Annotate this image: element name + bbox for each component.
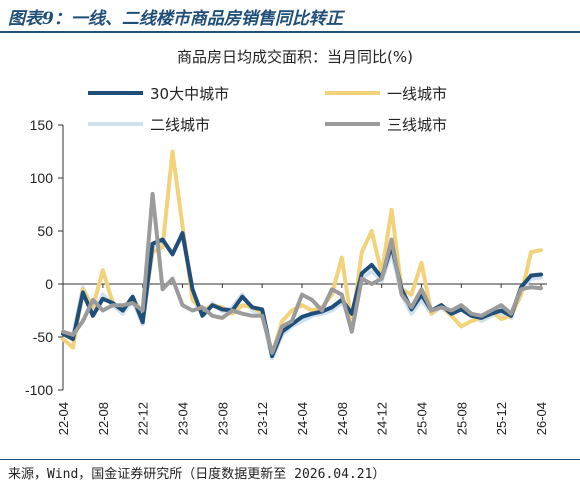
- chart-title: 商品房日均成交面积：当月同比(%): [177, 48, 413, 66]
- legend-label: 三线城市: [387, 116, 447, 134]
- x-tick-label: 22-12: [136, 402, 151, 435]
- x-tick-label: 23-04: [176, 402, 191, 435]
- legend: 30大中城市 一线城市 二线城市 三线城市: [88, 85, 447, 134]
- legend-item-tier3: 三线城市: [325, 116, 447, 134]
- x-tick-label: 24-04: [295, 402, 310, 435]
- series-line-tier3: [61, 191, 543, 355]
- x-tick-label: 24-08: [335, 402, 350, 435]
- legend-item-30cities: 30大中城市: [88, 85, 229, 103]
- x-tick-label: 25-08: [454, 402, 469, 435]
- x-tick-label: 25-12: [494, 402, 509, 435]
- series-line-30cities: [61, 231, 543, 359]
- y-tick-label: 50: [37, 223, 53, 239]
- series-line-tier1: [61, 149, 543, 359]
- x-tick-label: 23-08: [215, 402, 230, 435]
- y-tick-label: 150: [30, 117, 54, 133]
- x-tick-label: 25-04: [415, 402, 430, 435]
- y-tick-label: -100: [25, 382, 53, 398]
- plot-area: [61, 149, 543, 361]
- legend-label: 30大中城市: [150, 85, 229, 103]
- y-tick-label: 100: [30, 170, 54, 186]
- title-rule: [0, 31, 580, 33]
- bottom-rule: [0, 459, 580, 460]
- figure-title: 图表9：一线、二线楼市商品房销售同比转正: [8, 9, 343, 29]
- y-tick-label: -50: [33, 329, 53, 345]
- legend-label: 一线城市: [387, 85, 447, 103]
- x-tick-label: 22-08: [96, 402, 111, 435]
- legend-label: 二线城市: [150, 116, 210, 134]
- x-tick-label: 26-04: [534, 402, 549, 435]
- x-tick-label: 24-12: [375, 402, 390, 435]
- y-tick-label: 0: [45, 276, 53, 292]
- x-tick-label: 23-12: [255, 402, 270, 435]
- x-tick-label: 22-04: [56, 402, 71, 435]
- legend-item-tier2: 二线城市: [88, 116, 210, 134]
- legend-item-tier1: 一线城市: [325, 85, 447, 103]
- source-note: 来源，Wind，国金证券研究所（日度数据更新至 2026.04.21）: [8, 467, 386, 482]
